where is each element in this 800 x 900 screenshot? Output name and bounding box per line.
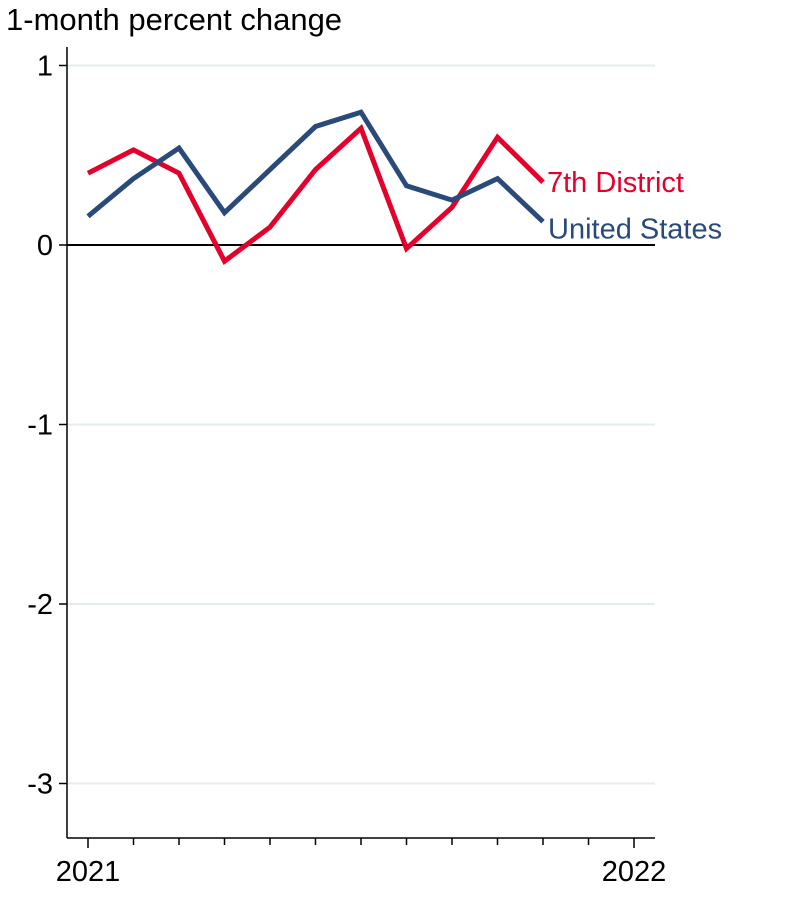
series-label-united-states: United States	[548, 214, 722, 246]
labels: 1 0 -1 -2 -3 2021 2022 7th District United State…	[27, 51, 722, 889]
x-tick-label: 2022	[602, 856, 667, 888]
y-tick-label: 0	[37, 230, 53, 262]
y-tick-label: -2	[27, 589, 53, 621]
gridlines	[68, 64, 655, 785]
axes	[59, 47, 655, 848]
y-tick-label: -1	[27, 410, 53, 442]
y-tick-label: -3	[27, 769, 53, 801]
series-line-united-states	[86, 109, 545, 224]
series-line-7th-district	[86, 123, 545, 265]
series-label-7th-district: 7th District	[547, 167, 684, 199]
y-tick-label: 1	[37, 51, 53, 83]
series-lines	[86, 109, 545, 265]
y-axis-title: 1-month percent change	[6, 2, 342, 37]
x-tick-label: 2021	[56, 856, 121, 888]
